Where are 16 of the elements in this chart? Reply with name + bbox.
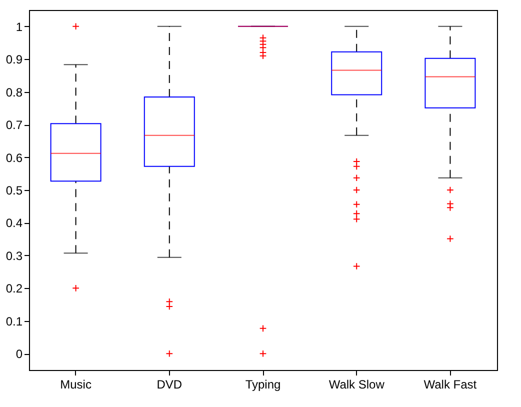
y-tick-label: 0.6 (6, 150, 23, 165)
y-tick-label: 0.5 (6, 184, 23, 198)
y-tick-label: 0 (16, 347, 23, 362)
y-tick-label: 0.4 (6, 216, 23, 230)
y-tick-label: 0.7 (6, 118, 23, 132)
x-tick-label: Walk Fast (424, 378, 478, 392)
y-tick-label: 0.2 (6, 282, 23, 296)
y-tick-label: 0.9 (6, 52, 23, 67)
x-tick-label: Music (60, 378, 92, 392)
y-tick-label: 0.8 (6, 85, 23, 100)
x-tick-label: Typing (245, 378, 281, 392)
y-tick-label: 0.3 (6, 248, 23, 263)
y-tick-label: 1 (16, 20, 23, 34)
x-tick-label: Walk Slow (328, 378, 385, 392)
x-tick-label: DVD (156, 378, 182, 392)
y-tick-label: 0.1 (6, 314, 23, 328)
